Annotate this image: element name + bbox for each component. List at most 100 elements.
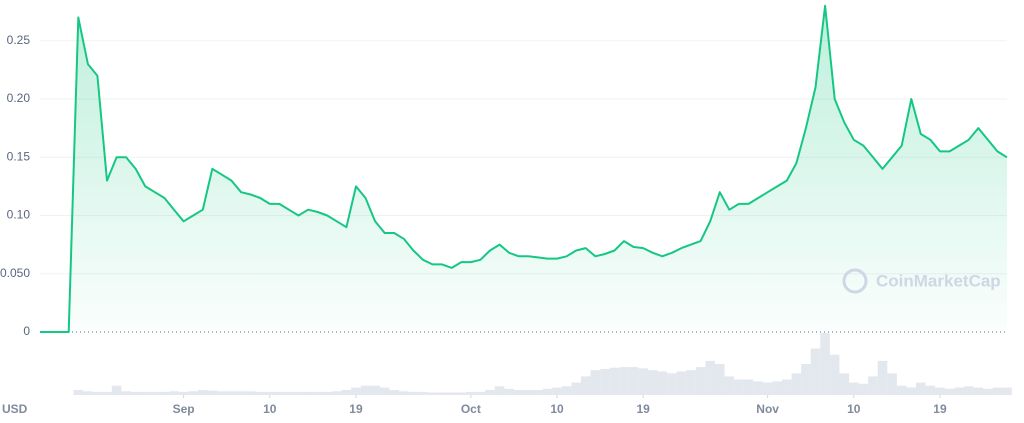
x-tick-label: 19 [349,402,363,416]
volume-bar [647,370,658,395]
volume-bar [274,391,285,395]
volume-bar [935,387,945,395]
volume-bar [446,392,457,395]
volume-bar [552,387,562,395]
volume-bar [925,385,936,395]
volume-bar [571,382,581,395]
volume-bar [427,392,438,395]
volume-bar [983,388,993,395]
currency-label: USD [2,402,28,416]
volume-bar [705,360,715,395]
volume-bar [791,373,802,395]
volume-bar [159,391,170,395]
volume-bar [293,391,304,395]
volume-bar [130,391,141,395]
volume-bar [255,391,265,395]
volume-bar [820,333,830,395]
volume-bar [734,379,744,395]
volume-bar [111,385,122,395]
volume-bar [389,390,400,395]
volume-bar [916,382,926,395]
volume-bar [150,391,160,395]
volume-bar [466,391,476,395]
volume-bar [504,388,514,395]
volume-bar [724,376,735,395]
x-tick-label: 10 [550,402,564,416]
volume-bar [188,391,198,395]
volume-bar [686,370,696,395]
volume-bar [399,391,409,395]
y-tick-label: 0.10 [7,208,31,222]
x-tick-label: Oct [461,402,481,416]
volume-bar [963,386,974,395]
watermark-text: CoinMarketCap [876,271,1001,290]
volume-bar [590,370,601,395]
y-tick-label: 0.15 [7,149,31,163]
volume-bar [810,348,821,395]
volume-bar [772,381,783,395]
volume-bar [533,390,543,395]
volume-bar [973,387,984,395]
volume-bar [600,368,610,395]
volume-bar [494,386,505,395]
volume-bar [877,360,888,395]
volume-bar [667,373,677,395]
volume-bar [226,391,237,395]
y-tick-label: 0.050 [0,266,30,280]
volume-bar [906,387,917,395]
area-fill [40,5,1007,333]
volume-bar [849,382,859,395]
volume-bar [762,382,773,395]
volume-bar [638,368,648,395]
volume-bar [83,391,93,395]
volume-bar [868,376,878,395]
volume-bar [753,381,763,395]
x-tick-label: 10 [263,402,277,416]
volume-bar [1002,387,1012,395]
volume-bar [197,390,208,395]
volume-bar [236,391,246,395]
volume-bar [102,391,112,395]
volume-bar [341,390,352,395]
volume-bar [628,367,639,395]
price-series [40,4,1008,333]
volume-bar [140,391,151,395]
volume-bar [264,391,275,395]
volume-bar [619,367,629,395]
volume [73,333,1012,395]
volume-bar [714,364,725,395]
volume-bar [379,387,390,395]
volume-bar [896,385,907,395]
volume-bar [695,367,706,395]
volume-bar [332,391,342,395]
x-tick-label: Sep [173,402,195,416]
volume-bar [351,387,361,395]
volume-bar [322,391,333,395]
volume-bar [408,391,419,395]
volume-bar [609,367,620,395]
volume-bar [121,391,131,395]
volume-bar [217,391,227,395]
volume-bar [839,373,850,395]
price-line [40,4,1008,333]
x-tick-label: Nov [756,402,779,416]
logo [842,268,868,294]
volume-bar [887,373,897,395]
volume-bar [523,390,534,395]
y-tick-label: 0.20 [7,91,31,105]
volume-bar [657,371,668,395]
volume-bar [303,391,313,395]
volume-bar [485,390,495,395]
volume-bar [561,386,572,395]
x-tick-label: 19 [636,402,650,416]
x-tick-label: 19 [933,402,947,416]
x-tick-label: 10 [847,402,861,416]
volume-bar [284,391,294,395]
volume-bar [456,392,467,395]
axis-labels: 0 0.050 0.10 0.15 0.20 0.25 Sep 10 19 Oct 10 19 Nov 1… [0,33,947,416]
volume-bar [169,391,179,395]
y-tick-label: 0.25 [7,33,31,47]
watermark: CoinMarketCap [842,268,1001,294]
volume-bar [418,391,428,395]
